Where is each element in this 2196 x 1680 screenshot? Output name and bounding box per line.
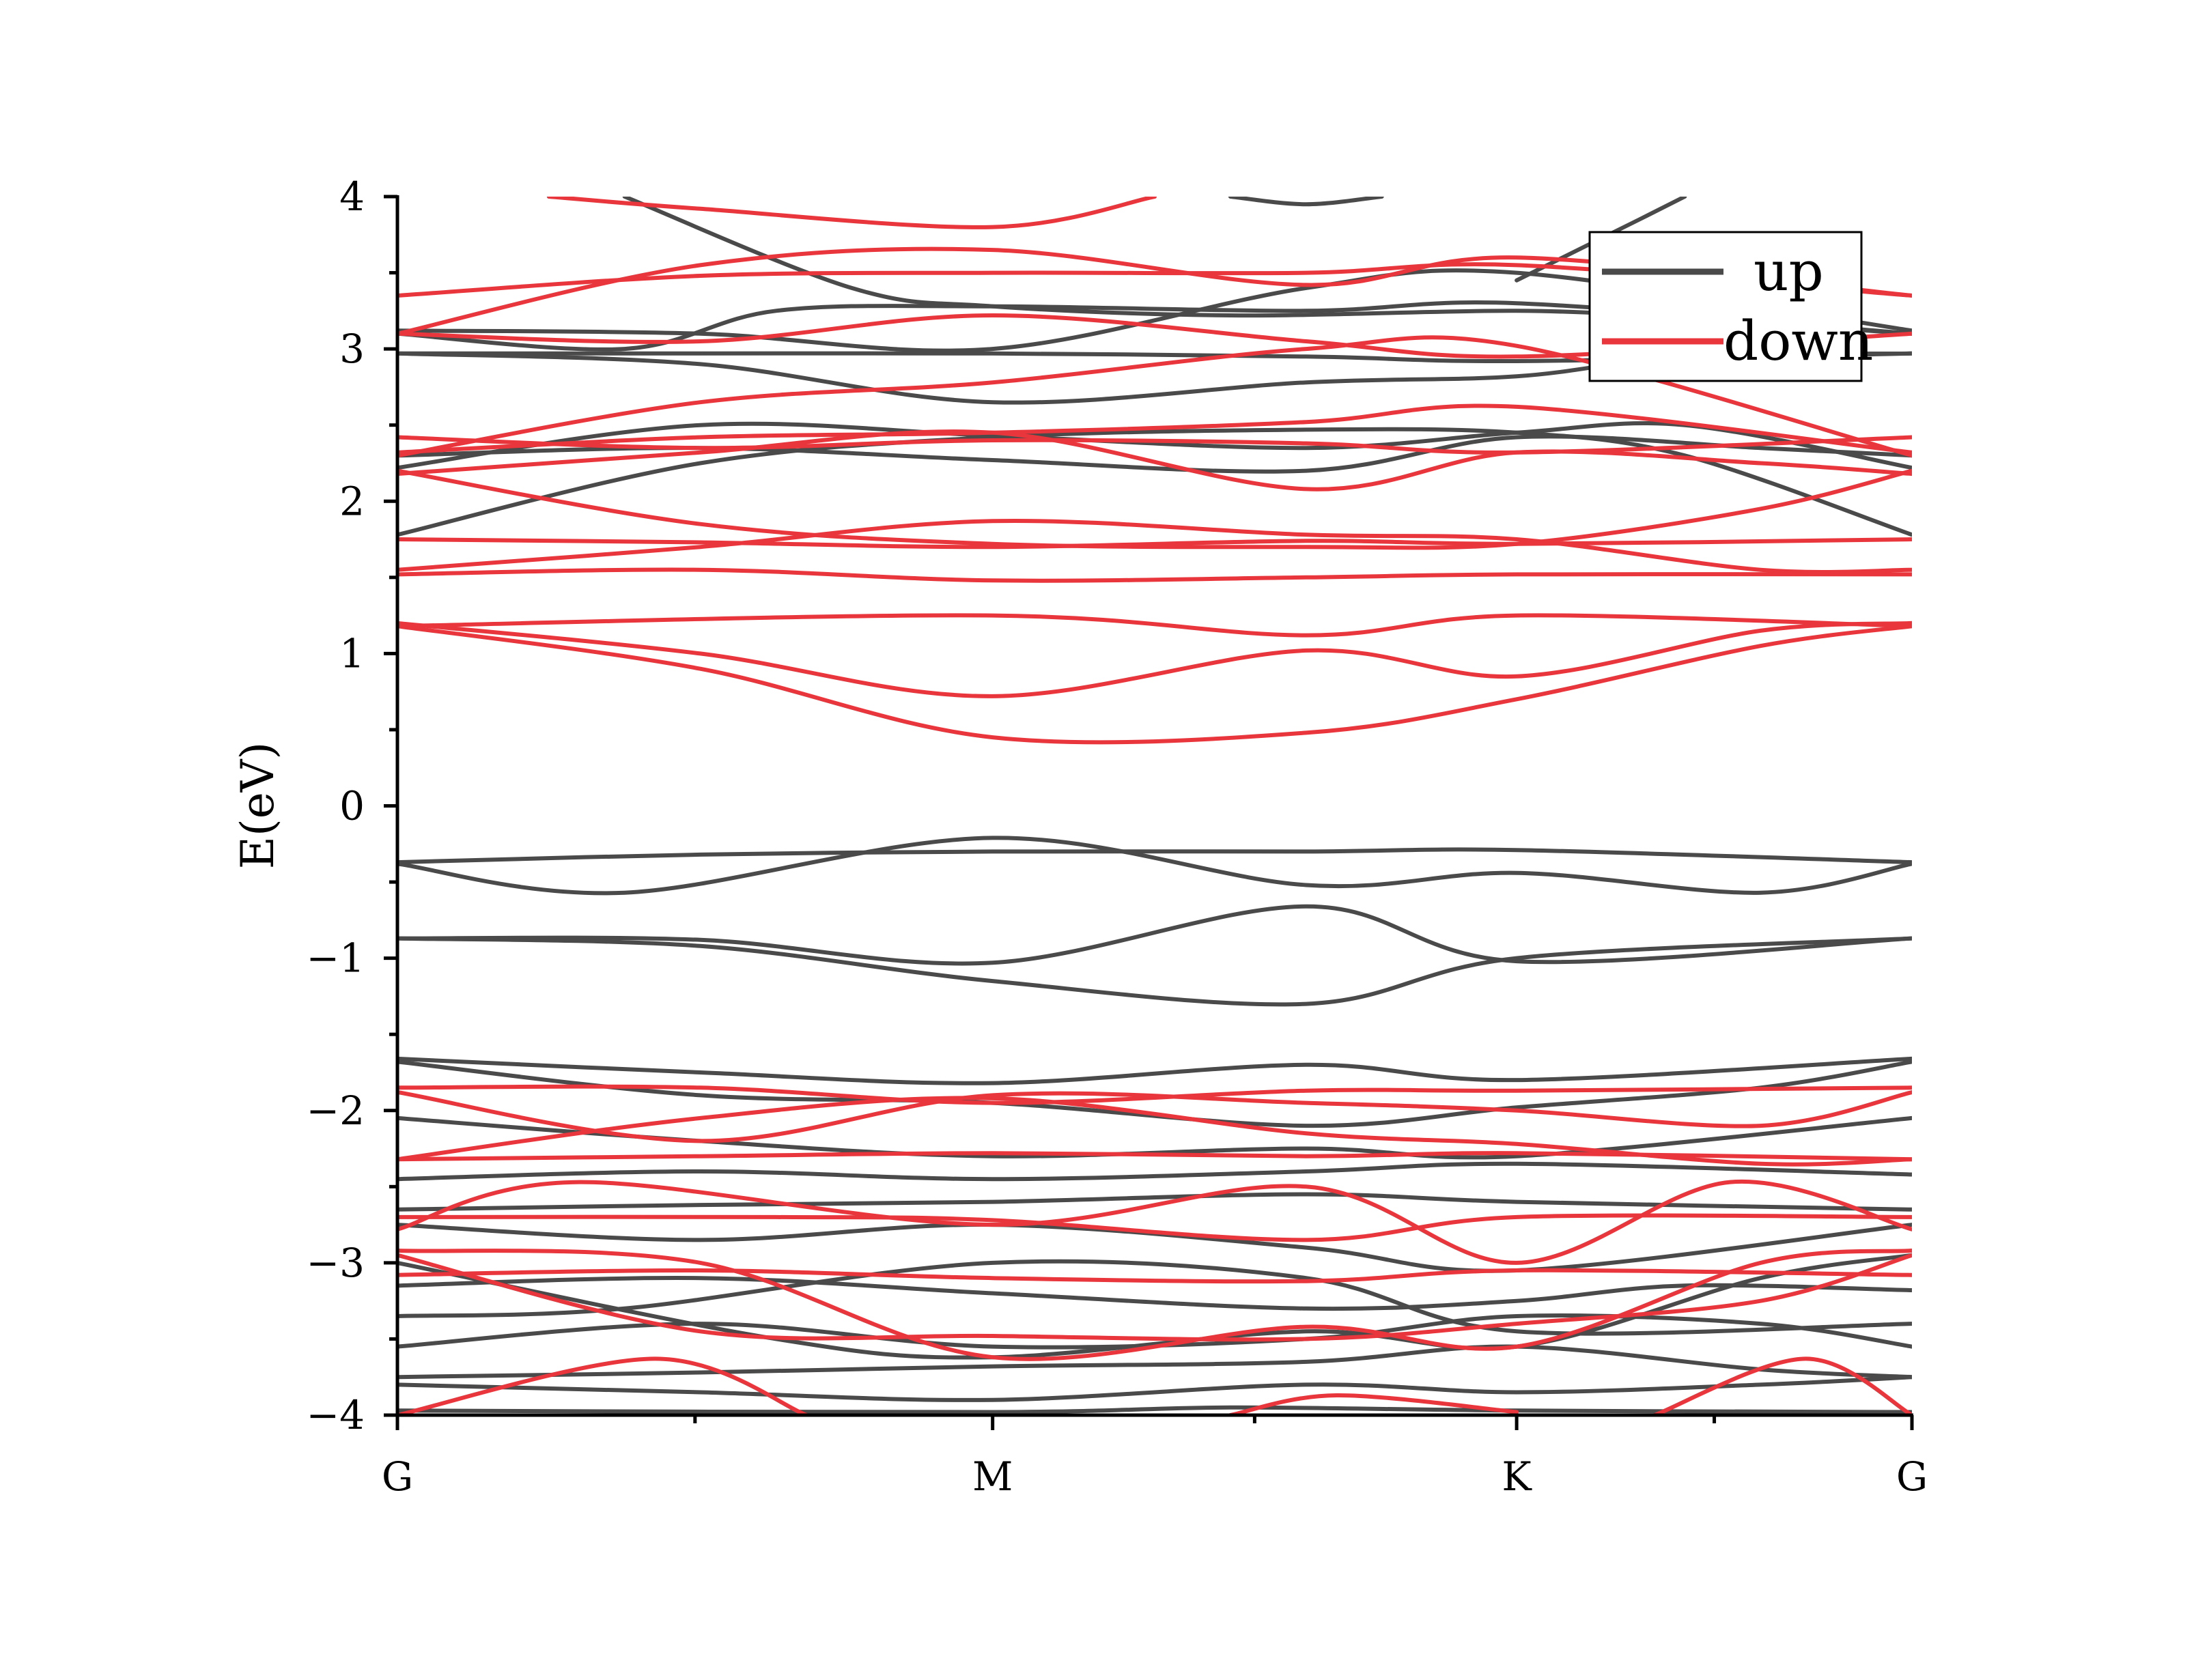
y-tick-label: 4 (339, 173, 365, 220)
band-down-14 (397, 621, 1912, 698)
band-up-3 (397, 1344, 1912, 1380)
band-down-15 (397, 624, 1912, 745)
band-down-1 (397, 1356, 808, 1415)
band-down-20 (397, 429, 1912, 492)
band-up-18 (397, 427, 1912, 537)
plot-area (397, 197, 1912, 1415)
band-down-2 (1652, 1356, 1912, 1415)
band-down-11 (397, 1090, 1912, 1143)
y-tick-label: 2 (339, 478, 365, 524)
x-tick-label: G (1896, 1453, 1928, 1500)
band-down-27 (546, 197, 1157, 229)
y-tick-label: 3 (339, 326, 365, 372)
x-tick-label: G (382, 1453, 413, 1500)
series-down (397, 197, 1912, 1415)
band-up-4 (397, 1313, 1912, 1350)
band-up-16 (397, 836, 1912, 896)
bands-layer (397, 197, 1912, 1415)
band-down-16 (397, 567, 1912, 583)
band-up-14 (397, 936, 1912, 1007)
band-up-24 (397, 300, 1912, 352)
y-tick-label: −4 (307, 1392, 365, 1438)
band-down-10 (397, 1096, 1912, 1167)
band-up-6 (397, 1275, 1912, 1311)
band-up-13 (397, 1056, 1912, 1085)
legend: up down (1588, 231, 1873, 382)
band-down-17 (397, 518, 1912, 574)
x-tick-label: K (1502, 1453, 1532, 1500)
band-down-21 (397, 403, 1912, 455)
band-up-17 (397, 847, 1912, 865)
band-up-15 (397, 904, 1912, 966)
band-up-7 (397, 1253, 1912, 1360)
legend-box (1588, 231, 1863, 382)
band-down-8 (397, 1213, 1912, 1242)
legend-label-up: up (1754, 240, 1824, 303)
band-down-3 (1228, 1393, 1519, 1415)
y-tick-label: −3 (307, 1240, 365, 1286)
band-up-27 (1515, 197, 1687, 283)
band-up-26 (1228, 197, 1384, 207)
band-down-7 (397, 1179, 1912, 1265)
y-axis-title: E(eV) (231, 742, 284, 869)
band-up-10 (397, 1161, 1912, 1182)
band-up-9 (397, 1192, 1912, 1212)
band-down-22 (397, 435, 1912, 455)
axes-layer: −4 −3 −2 −1 0 1 2 3 4 G M K G (307, 173, 1928, 1500)
y-tick-label: 1 (339, 630, 365, 677)
band-down-18 (397, 537, 1912, 550)
band-down-4 (397, 1253, 1912, 1342)
y-tick-label: 0 (339, 783, 365, 829)
band-down-19 (397, 468, 1912, 550)
y-tick-label: −1 (307, 935, 365, 982)
band-down-6 (397, 1268, 1912, 1284)
x-tick-label: M (972, 1453, 1013, 1500)
legend-label-down: down (1723, 309, 1873, 373)
y-tick-label: −2 (307, 1087, 365, 1134)
band-down-13 (397, 613, 1912, 638)
band-down-12 (397, 1084, 1912, 1105)
